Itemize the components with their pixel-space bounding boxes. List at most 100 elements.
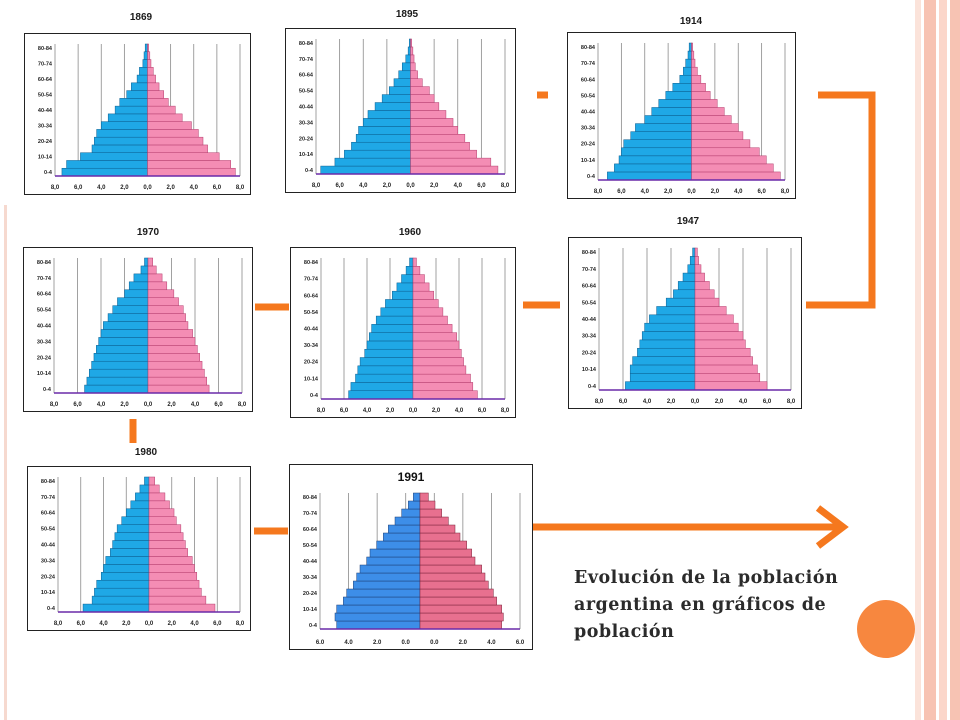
male-bar [353, 580, 421, 590]
y-tick-label: 20-24 [303, 591, 318, 597]
female-bar [412, 290, 434, 300]
female-bar [691, 74, 702, 84]
female-bar [147, 144, 208, 153]
female-bar [412, 357, 464, 367]
male-bar [357, 365, 414, 375]
male-bar [135, 492, 150, 502]
male-bar [133, 273, 149, 283]
x-tick-label: 2,0 [168, 621, 177, 627]
male-bar [388, 86, 411, 95]
male-bar [682, 272, 696, 282]
pyramid-svg: 1991 6.0 4.0 2.0 0.0 0.0 2.0 4.0 6.0 0-4 10-14 20-2… [303, 470, 525, 646]
x-tick-label: 8,0 [501, 408, 510, 414]
female-bar [148, 548, 188, 557]
male-bar [649, 314, 696, 324]
female-bar [410, 165, 499, 175]
female-bar [419, 604, 502, 614]
male-bar [80, 152, 148, 161]
male-bar [96, 345, 149, 354]
female-bar [694, 322, 739, 332]
female-bar [412, 373, 471, 383]
y-tick-label: 60-64 [41, 511, 56, 517]
female-bar [419, 500, 436, 510]
female-bar [147, 113, 183, 122]
x-tick-label: 2,0 [664, 189, 673, 195]
female-bar [147, 321, 189, 330]
male-bar [93, 353, 149, 362]
x-tick-label: 8,0 [236, 621, 245, 627]
chart-title-1991: 1991 [398, 470, 425, 484]
male-bar [334, 157, 411, 167]
female-bar [148, 556, 193, 565]
female-bar [410, 86, 430, 95]
female-bar [412, 340, 460, 350]
chart-title-1947: 1947 [676, 216, 700, 227]
x-tick-label: 8,0 [238, 402, 247, 408]
male-bar [376, 540, 421, 550]
female-bar [419, 564, 482, 574]
female-bar [410, 134, 466, 143]
male-bar [84, 384, 149, 394]
female-bar [694, 314, 734, 324]
pyramid-svg: 8,0 6,0 4,0 2,0 0,0 2,0 4,0 6,0 8,0 0-4 10-14 20-24… [582, 247, 796, 405]
male-bar [673, 289, 696, 299]
male-bar [656, 306, 696, 316]
male-bar [632, 356, 696, 366]
male-bar [320, 165, 411, 175]
female-bar [148, 595, 207, 605]
male-bar [358, 126, 411, 135]
y-tick-label: 40-44 [38, 108, 53, 114]
female-bar [147, 297, 179, 306]
y-tick-label: 20-24 [304, 360, 319, 366]
male-bar [140, 265, 149, 275]
male-bar [688, 42, 692, 52]
y-tick-label: 10-14 [581, 158, 596, 164]
pyramid-chart-1869: 8,0 6,0 4,0 2,0 0,0 2,0 4,0 6,0 8,0 0-4 10-14 20-24… [24, 33, 251, 195]
male-bar [131, 82, 148, 91]
y-tick-label: 20-24 [581, 142, 596, 148]
female-bar [694, 256, 699, 265]
male-bar [91, 144, 148, 153]
x-tick-label: 8,0 [317, 408, 326, 414]
female-bar [147, 105, 176, 115]
female-bar [147, 67, 154, 76]
female-bar [410, 149, 477, 159]
y-tick-label: 0-4 [310, 393, 319, 399]
male-bar [405, 266, 414, 275]
female-bar [148, 500, 170, 510]
male-bar [94, 587, 150, 597]
female-bar [691, 163, 774, 173]
y-tick-label: 50-54 [41, 527, 56, 533]
male-bar [100, 572, 150, 581]
female-bar [147, 289, 175, 298]
y-tick-label: 80-84 [582, 250, 597, 256]
male-bar [114, 105, 148, 115]
x-tick-label: 0,0 [691, 399, 700, 405]
male-bar [98, 337, 149, 346]
male-bar [105, 556, 150, 565]
female-bar [410, 157, 492, 167]
x-tick-label: 8,0 [595, 399, 604, 405]
male-bar [107, 113, 148, 122]
female-bar [148, 524, 182, 533]
y-tick-label: 60-64 [299, 73, 314, 79]
y-tick-label: 20-24 [38, 139, 53, 145]
male-bar [112, 305, 149, 314]
male-bar [658, 99, 692, 108]
male-bar [614, 163, 692, 173]
male-bar [692, 247, 696, 257]
x-tick-label: 4,0 [643, 399, 652, 405]
female-bar [148, 603, 216, 613]
female-bar [147, 313, 186, 322]
male-bar [126, 90, 148, 99]
male-bar [121, 516, 150, 525]
male-bar [103, 321, 149, 330]
y-tick-label: 70-74 [304, 277, 319, 283]
female-bar [147, 82, 160, 91]
female-bar [410, 54, 415, 64]
y-tick-label: 10-14 [304, 376, 319, 382]
female-bar [419, 572, 486, 582]
male-bar [374, 102, 411, 111]
female-bar [694, 281, 710, 291]
female-bar [691, 147, 760, 157]
